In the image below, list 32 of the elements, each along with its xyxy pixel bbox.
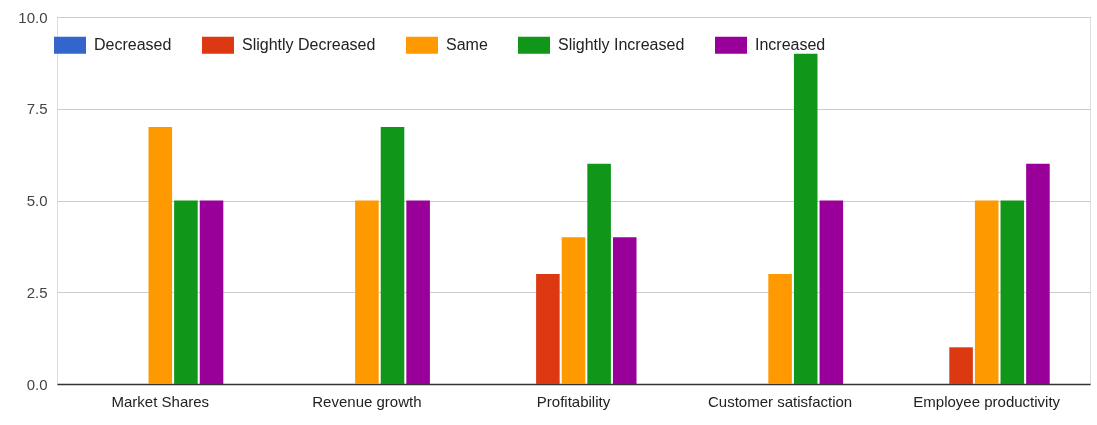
y-tick-label: 7.5 <box>26 100 48 118</box>
bar <box>819 200 844 384</box>
x-tick-label: Market Shares <box>111 392 210 410</box>
bar <box>1000 200 1025 384</box>
x-tick-label: Revenue growth <box>312 392 422 410</box>
legend-label: Slightly Increased <box>558 36 685 54</box>
y-tick-label: 2.5 <box>26 283 48 301</box>
x-tick-label: Employee productivity <box>913 392 1061 410</box>
bar <box>380 127 405 384</box>
bar <box>536 273 560 384</box>
bar <box>355 200 379 384</box>
legend-label: Same <box>446 36 488 54</box>
bar <box>587 163 611 384</box>
bar <box>768 273 792 384</box>
bar <box>793 53 818 384</box>
x-tick-label: Profitability <box>536 392 611 410</box>
legend-label: Increased <box>755 36 826 54</box>
bar <box>974 200 999 384</box>
legend-label: Slightly Decreased <box>242 36 376 54</box>
bar <box>148 127 173 384</box>
bar <box>406 200 430 384</box>
bar <box>949 347 973 384</box>
y-tick-label: 0.0 <box>26 375 48 393</box>
y-tick-label: 5.0 <box>26 192 48 209</box>
bar <box>199 200 224 384</box>
x-tick-label: Customer satisfaction <box>707 392 853 410</box>
bar <box>174 200 198 384</box>
bar <box>612 237 637 384</box>
bar <box>561 237 586 384</box>
y-tick-label: 10.0 <box>18 8 48 26</box>
bar <box>1026 163 1050 384</box>
legend-label: Decreased <box>94 36 172 54</box>
